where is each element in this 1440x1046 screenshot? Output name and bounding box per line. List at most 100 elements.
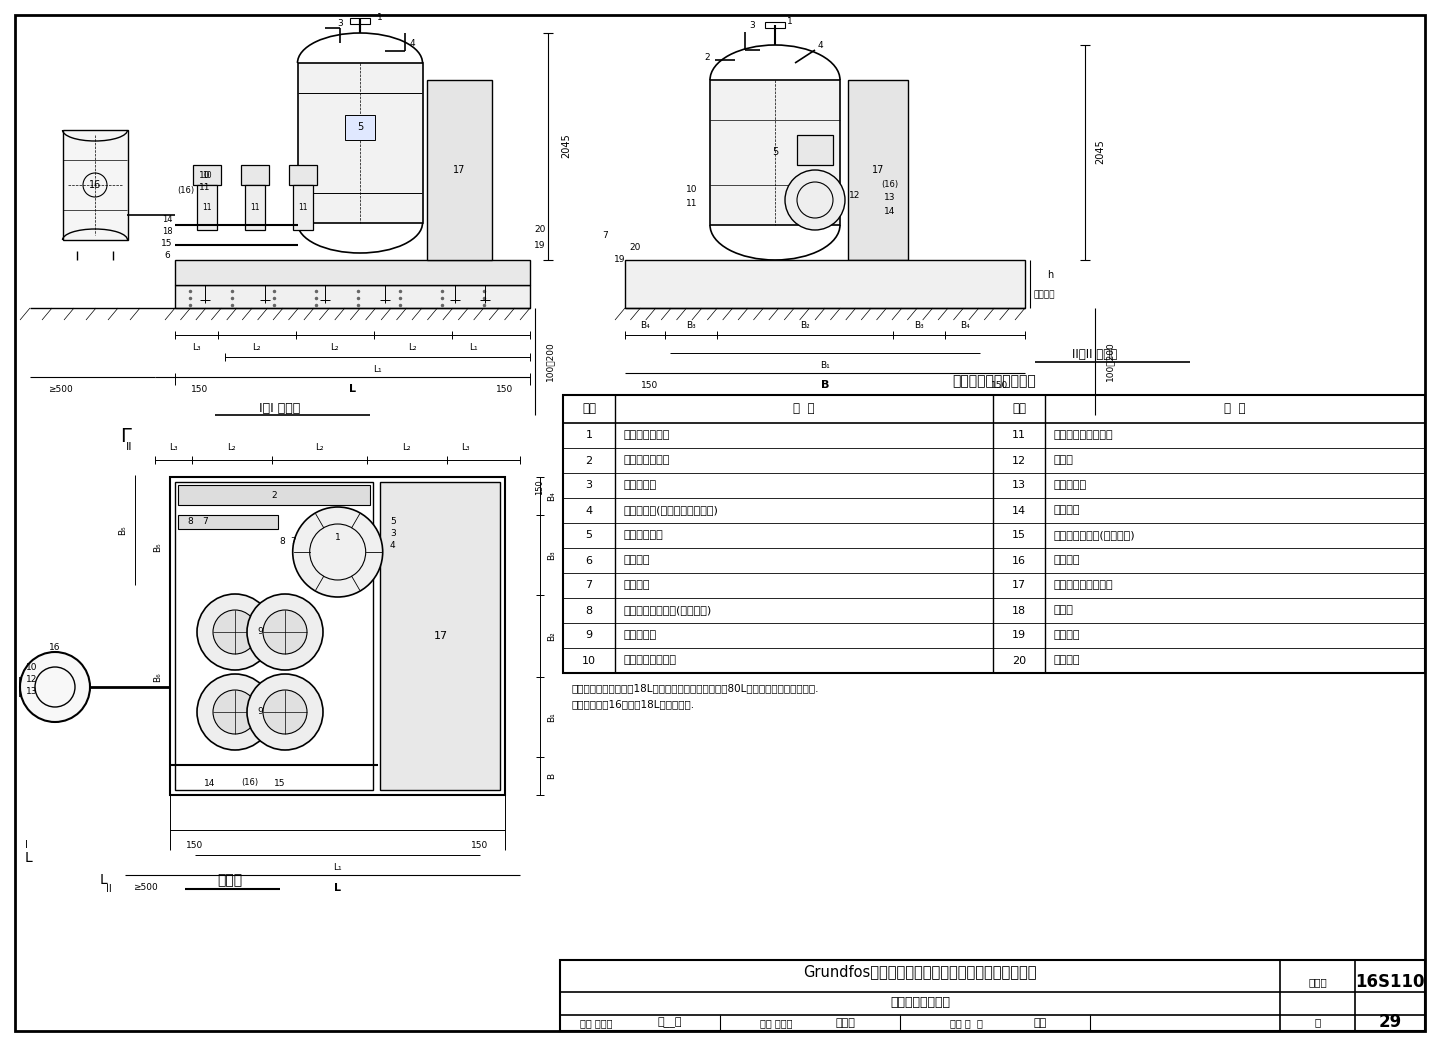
Text: ≥500: ≥500 [48, 385, 72, 393]
Text: 平面图: 平面图 [217, 873, 242, 887]
Text: 10: 10 [26, 662, 37, 672]
Text: 5: 5 [772, 147, 778, 157]
Text: 吴丛林: 吴丛林 [835, 1018, 855, 1028]
Text: 17: 17 [435, 631, 448, 641]
Bar [170, 477, 505, 795]
Text: 7: 7 [289, 538, 295, 546]
Text: L₁: L₁ [333, 864, 341, 872]
Circle shape [48, 679, 63, 695]
Text: I: I [24, 840, 27, 850]
Text: B₁: B₁ [547, 712, 556, 722]
Text: 8: 8 [279, 538, 285, 546]
Text: 13: 13 [26, 686, 37, 696]
Text: 150: 150 [991, 381, 1008, 389]
Bar [380, 482, 500, 790]
Bar [625, 260, 1025, 308]
Text: 11: 11 [202, 203, 212, 211]
Text: 止回阀: 止回阀 [1053, 455, 1073, 465]
Text: B₃: B₃ [547, 550, 556, 560]
Text: L₂: L₂ [330, 342, 338, 351]
Text: 出水管阀门: 出水管阀门 [1053, 480, 1086, 491]
Bar [563, 395, 1426, 673]
Text: B₂: B₂ [547, 631, 556, 641]
Bar [350, 18, 370, 24]
Text: 9: 9 [586, 631, 593, 640]
Text: 6: 6 [164, 251, 170, 260]
Bar [176, 285, 530, 308]
Text: 5: 5 [357, 122, 363, 132]
Text: 真空抑制器(带进水压力数显表): 真空抑制器(带进水压力数显表) [624, 505, 719, 516]
Text: B₅: B₅ [118, 525, 128, 535]
Text: 18: 18 [161, 227, 173, 236]
Text: 4: 4 [390, 542, 396, 550]
Text: 150: 150 [497, 385, 514, 393]
Text: L₃: L₃ [168, 444, 177, 453]
Text: B₃: B₃ [914, 320, 924, 329]
Text: L: L [99, 873, 108, 887]
Text: 7: 7 [202, 518, 207, 526]
Text: 页: 页 [1315, 1017, 1320, 1027]
Circle shape [264, 610, 307, 654]
Text: 11: 11 [251, 203, 259, 211]
Circle shape [292, 507, 383, 597]
Text: L₁: L₁ [373, 364, 382, 373]
Text: (16): (16) [177, 185, 194, 195]
Text: 隔振垫: 隔振垫 [1053, 606, 1073, 615]
Text: B₄: B₄ [641, 320, 649, 329]
Text: 审核 罗定元: 审核 罗定元 [580, 1018, 612, 1028]
Text: 11: 11 [1012, 431, 1025, 440]
Bar [346, 115, 374, 140]
Text: 20: 20 [534, 226, 546, 234]
Text: 12: 12 [26, 675, 37, 683]
Text: 4: 4 [409, 39, 415, 47]
Text: L₂: L₂ [315, 444, 324, 453]
Bar [179, 485, 370, 505]
Text: 电动调节阀: 电动调节阀 [624, 480, 657, 491]
Bar [710, 79, 840, 225]
Bar [289, 165, 317, 185]
Bar [179, 515, 278, 529]
Text: 18: 18 [1012, 606, 1027, 615]
Text: 15: 15 [161, 240, 173, 249]
Text: B₃: B₃ [685, 320, 696, 329]
Text: 进水压力传感器: 进水压力传感器 [624, 455, 670, 465]
Text: 11: 11 [298, 203, 308, 211]
Bar [292, 185, 312, 230]
Text: 16: 16 [89, 180, 101, 190]
Bar [176, 482, 373, 790]
Text: 3: 3 [390, 529, 396, 539]
Text: 金属软管: 金属软管 [624, 555, 649, 566]
Text: 150: 150 [186, 841, 203, 849]
Text: ≥500: ≥500 [132, 884, 157, 892]
Circle shape [35, 667, 75, 707]
Text: 编号: 编号 [1012, 403, 1025, 415]
Text: B₁: B₁ [821, 361, 829, 369]
Text: L: L [334, 883, 341, 893]
Text: II－II 剖视图: II－II 剖视图 [1073, 348, 1117, 362]
Text: L₃: L₃ [461, 444, 469, 453]
Text: B₄: B₄ [547, 492, 556, 501]
Text: 5: 5 [586, 530, 592, 541]
Text: 7: 7 [602, 230, 608, 240]
Text: B: B [821, 380, 829, 390]
Text: 1: 1 [586, 431, 592, 440]
Bar [796, 135, 832, 165]
Text: 150: 150 [536, 479, 544, 495]
Text: 16S110: 16S110 [1355, 973, 1424, 991]
Text: 2: 2 [704, 52, 710, 62]
Text: 吸水管阀门: 吸水管阀门 [624, 631, 657, 640]
Text: 3: 3 [586, 480, 592, 491]
Text: L₁: L₁ [469, 342, 478, 351]
Circle shape [785, 170, 845, 230]
Text: 3: 3 [337, 19, 343, 27]
Bar [176, 260, 530, 285]
Text: 8: 8 [187, 518, 193, 526]
Text: 7: 7 [586, 581, 593, 591]
Text: 10: 10 [199, 170, 210, 180]
Text: 100～200: 100～200 [546, 341, 554, 381]
Text: 4: 4 [586, 505, 593, 516]
Text: L₃: L₃ [192, 342, 200, 351]
Text: 14: 14 [1012, 505, 1027, 516]
Text: 11: 11 [199, 183, 210, 192]
Text: 出水总管: 出水总管 [1053, 505, 1080, 516]
